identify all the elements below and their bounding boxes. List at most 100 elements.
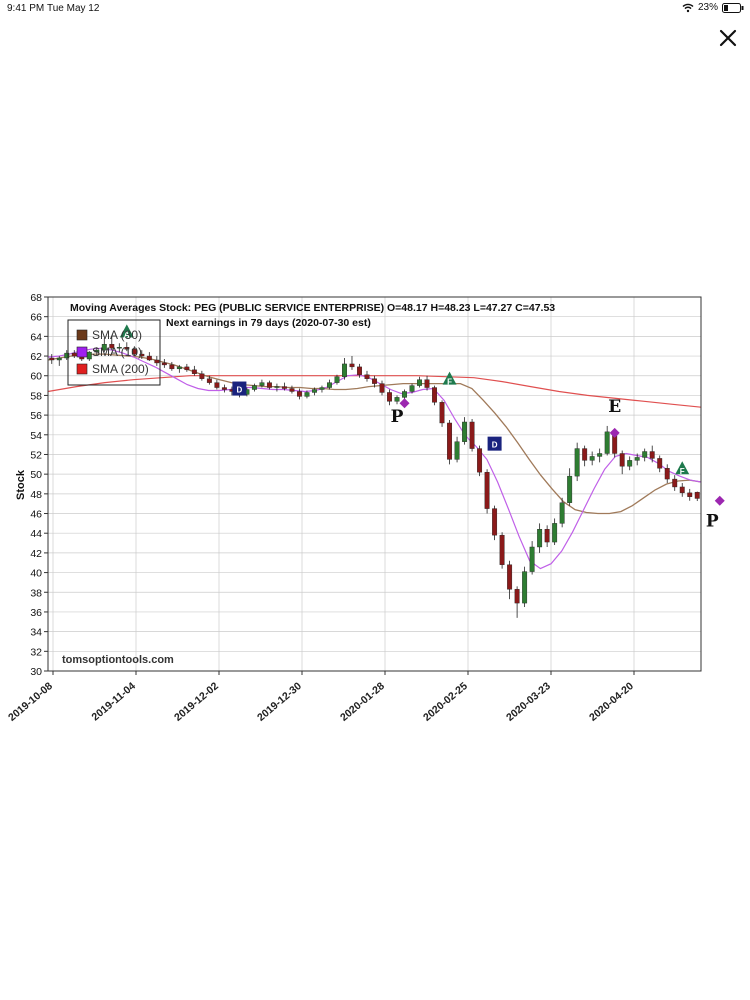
candle-body (372, 378, 377, 384)
status-bar: 9:41 PM Tue May 12 23% (0, 0, 750, 18)
y-tick-label: 48 (30, 489, 42, 501)
y-tick-label: 50 (30, 469, 42, 481)
signal-diamond (714, 495, 725, 506)
status-indicators: 23% (682, 2, 744, 13)
annotation-letter: E (608, 397, 621, 417)
x-tick-label: 2019-12-02 (172, 680, 221, 724)
y-tick-label: 58 (30, 390, 42, 402)
candle-body (124, 346, 130, 350)
x-tick-label: 2020-03-23 (504, 680, 553, 724)
y-tick-label: 64 (30, 331, 42, 343)
candle-body (394, 397, 400, 402)
candle-body (402, 391, 407, 398)
signal-square (487, 436, 502, 451)
y-tick-label: 52 (30, 449, 42, 461)
candle-body (552, 523, 558, 543)
signal-label: A (124, 330, 130, 339)
y-tick-label: 56 (30, 410, 42, 422)
candle-body (327, 382, 332, 388)
close-icon (719, 29, 737, 47)
candle-body (447, 422, 453, 460)
candle-body (71, 352, 77, 357)
candle-body (642, 451, 648, 458)
candle-body (304, 392, 310, 397)
candle-body (649, 451, 655, 459)
candle-body (342, 363, 347, 377)
candle-body (567, 475, 573, 503)
annotation-letter: P (391, 407, 404, 427)
y-tick-label: 38 (30, 587, 42, 599)
candle-body (357, 366, 362, 375)
annotations: P E P (391, 397, 719, 531)
candle-body (664, 468, 670, 480)
battery-icon (722, 2, 744, 13)
annotation-letter: P (706, 511, 719, 531)
signal-triangle (442, 371, 457, 385)
y-tick-label: 42 (30, 548, 42, 560)
candle-body (56, 357, 62, 361)
candle-body (319, 387, 325, 390)
x-tick-label: 2019-11-04 (90, 680, 139, 723)
legend-swatch-sma30 (76, 329, 88, 341)
x-tick-label: 2020-02-25 (421, 680, 470, 724)
sma200-line (47, 375, 702, 408)
signal-markers: A D F D F (119, 324, 725, 506)
candle-body (312, 389, 317, 393)
candle-body (462, 421, 468, 442)
candle-body (544, 529, 550, 543)
signal-diamond (399, 398, 410, 409)
chart-title: Moving Averages Stock: PEG (PUBLIC SERVI… (70, 302, 555, 314)
signal-triangle (119, 324, 134, 338)
candle-body (199, 373, 205, 379)
candle-body (634, 457, 640, 461)
y-tick-label: 44 (30, 528, 42, 540)
candle-body (296, 391, 302, 397)
status-time: 9:41 PM (7, 3, 45, 14)
candle-body (627, 460, 633, 467)
candle-body (469, 421, 475, 449)
y-tick-label: 54 (30, 430, 42, 442)
signal-triangle (675, 461, 690, 475)
signal-label: F (680, 467, 685, 476)
candle-body (274, 386, 280, 388)
legend-label-sma200: SMA (200) (92, 362, 149, 376)
candle-body (454, 441, 460, 460)
candle-body (529, 546, 535, 572)
legend-label-sma30: SMA (30) (92, 328, 142, 342)
candle-body (499, 534, 505, 565)
candle-body (116, 346, 122, 349)
signal-label: F (447, 378, 452, 387)
wifi-icon (682, 3, 694, 12)
legend-swatch-sma200 (76, 363, 88, 375)
candle-body (507, 564, 513, 590)
candle-body (597, 453, 603, 457)
candle-body (424, 379, 430, 388)
candle-body (349, 363, 355, 368)
candle-body (537, 529, 543, 548)
y-axis-label: Stock (15, 469, 27, 500)
y-tick-label: 60 (30, 371, 42, 383)
candle-body (191, 369, 197, 374)
y-tick-label: 68 (30, 292, 42, 304)
y-tick-label: 62 (30, 351, 42, 363)
candle-body (364, 374, 370, 379)
signal-label: D (237, 386, 243, 395)
signal-diamond (609, 427, 620, 438)
candle-body (582, 448, 588, 461)
candle-body (604, 431, 610, 454)
x-tick-label: 2020-01-28 (338, 680, 387, 724)
candle-body (251, 385, 257, 390)
close-button[interactable] (716, 26, 740, 50)
watermark: tomsoptiontools.com (62, 654, 174, 666)
candle-body (131, 348, 137, 355)
battery-percent: 23% (697, 2, 718, 13)
candle-body (694, 491, 700, 499)
candle-body (214, 382, 220, 388)
candle-body (289, 388, 295, 392)
legend-label-sma10: SMA (10) (92, 345, 142, 359)
candle-body (514, 589, 520, 604)
y-tick-label: 40 (30, 568, 42, 580)
x-tick-label: 2019-12-30 (255, 680, 304, 724)
candle-body (657, 458, 663, 469)
candles (49, 336, 700, 618)
